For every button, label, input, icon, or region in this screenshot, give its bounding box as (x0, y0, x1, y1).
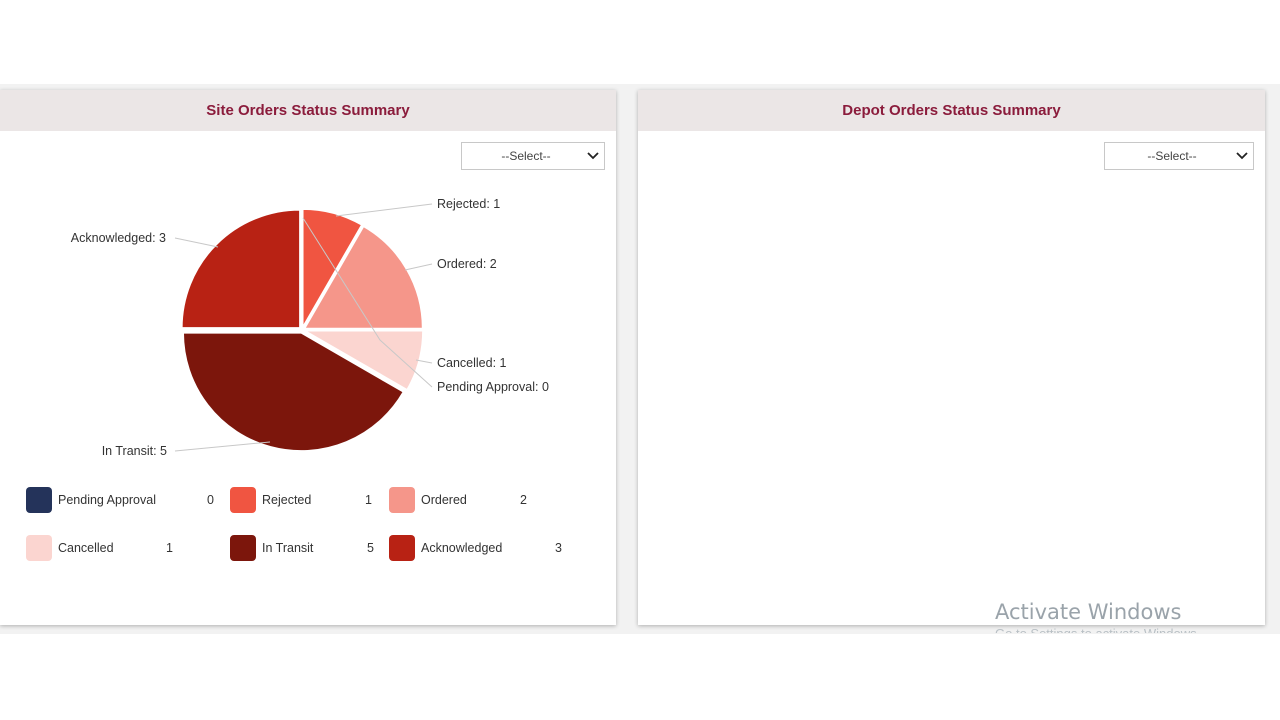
site-orders-panel: Site Orders Status Summary --Select-- Re… (0, 90, 616, 625)
legend-label: In Transit (262, 541, 314, 555)
depot-orders-select-value: --Select-- (1147, 149, 1197, 163)
legend-value: 5 (367, 541, 374, 555)
legend-swatch (26, 535, 52, 561)
leader-line-rejected (335, 203, 433, 217)
site-orders-pie-chart: Rejected: 1 Ordered: 2 Cancelled: 1 Pend… (71, 197, 549, 458)
pie-slice-rejected[interactable] (302, 208, 363, 328)
site-orders-header: Site Orders Status Summary (0, 90, 616, 131)
pie-slice-acknowledged[interactable] (181, 209, 301, 329)
legend-swatch (26, 487, 52, 513)
legend-label: Rejected (262, 493, 312, 507)
legend-label: Acknowledged (421, 541, 503, 555)
depot-orders-title: Depot Orders Status Summary (842, 102, 1061, 119)
chevron-down-icon (582, 152, 604, 160)
pie-label-rejected: Rejected: 1 (437, 197, 500, 211)
depot-orders-header: Depot Orders Status Summary (638, 90, 1265, 131)
legend-label: Pending Approval (58, 493, 156, 507)
legend-value: 3 (555, 541, 562, 555)
site-orders-select-value: --Select-- (501, 149, 551, 163)
pie-label-acknowledged: Acknowledged: 3 (71, 231, 166, 245)
legend-swatch (389, 535, 415, 561)
pie-label-in-transit: In Transit: 5 (102, 444, 167, 458)
leader-line-pending-approval (302, 217, 433, 388)
legend-swatch (230, 535, 256, 561)
legend-value: 0 (207, 493, 214, 507)
legend-label: Ordered (421, 493, 467, 507)
legend-value: 2 (520, 493, 527, 507)
site-orders-title: Site Orders Status Summary (206, 102, 410, 119)
leader-line-cancelled (415, 359, 433, 364)
legend-label: Cancelled (58, 541, 114, 555)
legend-value: 1 (166, 541, 173, 555)
legend-swatch (230, 487, 256, 513)
depot-orders-panel: Depot Orders Status Summary --Select-- (638, 90, 1265, 625)
pie-slice-cancelled[interactable] (304, 330, 424, 391)
leader-line-ordered (404, 263, 433, 271)
site-orders-filter-select[interactable]: --Select-- (461, 142, 605, 170)
leader-line-acknowledged (174, 237, 219, 248)
pie-label-pending-approval: Pending Approval: 0 (437, 380, 549, 394)
pie-slice-in-transit[interactable] (182, 332, 405, 452)
activate-windows-subtitle: Go to Settings to activate Windows. (995, 627, 1245, 633)
pie-label-cancelled: Cancelled: 1 (437, 356, 507, 370)
activate-windows-watermark: Activate Windows (995, 600, 1182, 624)
chevron-down-icon (1231, 152, 1253, 160)
legend-value: 1 (365, 493, 372, 507)
legend-swatch (389, 487, 415, 513)
leader-line-in-transit (174, 441, 271, 452)
depot-orders-filter-select[interactable]: --Select-- (1104, 142, 1254, 170)
pie-label-ordered: Ordered: 2 (437, 257, 497, 271)
